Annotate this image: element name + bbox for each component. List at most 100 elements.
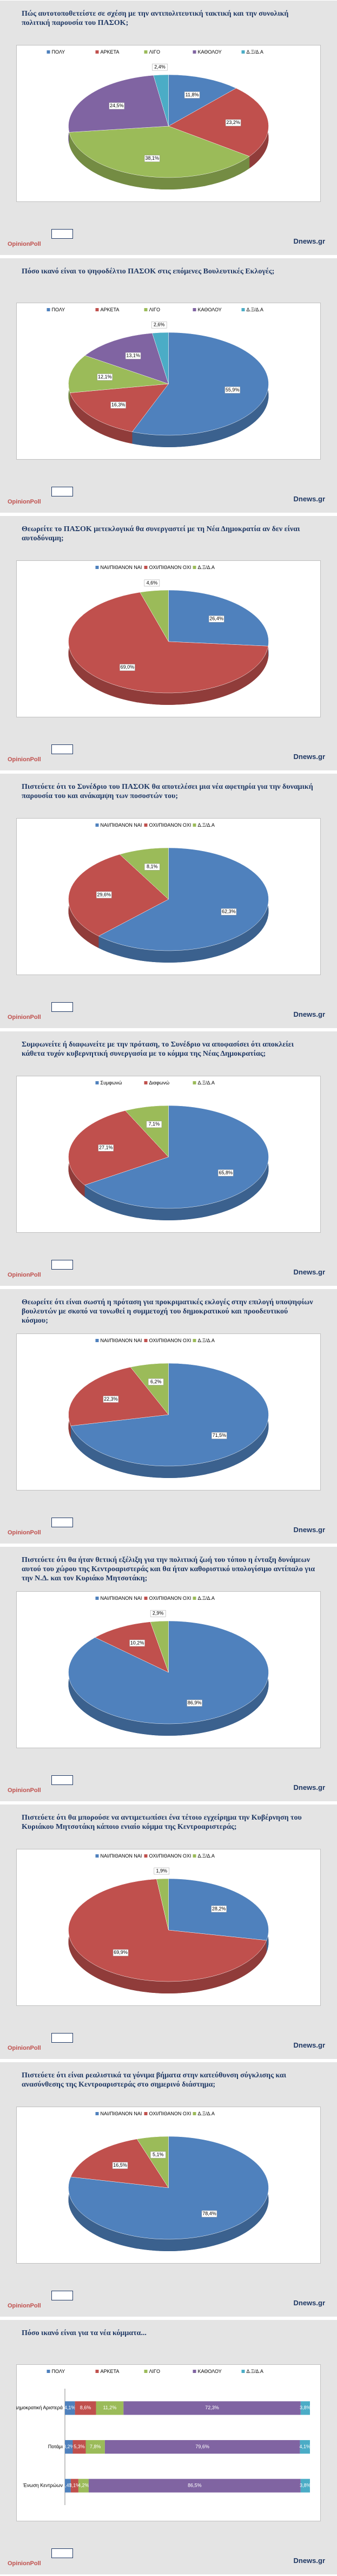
logo: OpinionPoll <box>8 2045 41 2051</box>
legend-swatch <box>241 2370 245 2373</box>
label-bg <box>112 2162 128 2169</box>
label-bg <box>187 1699 202 1707</box>
pie-slice <box>150 1620 169 1673</box>
legend-label: Δ.Ξ/Δ.Α <box>247 307 263 312</box>
site: Dnews.gr <box>293 1010 325 1018</box>
pie-slice <box>130 1363 169 1415</box>
legend-swatch <box>193 2370 196 2373</box>
chart-box: ΝΑΙ/ΠΙΘΑΝΟΝ ΝΑΙ ΟΧΙ/ΠΙΘΑΝΟΝ ΟΧΙ Δ.Ξ/Δ.Α 71,… <box>16 1333 321 1493</box>
question: Θεωρείτε το ΠΑΣΟΚ μετεκλογικά θα συνεργα… <box>22 525 300 542</box>
value-label: 27,1% <box>99 1145 113 1150</box>
legend-swatch <box>144 2112 148 2115</box>
legend-label: ΠΟΛΥ <box>52 49 65 55</box>
legend-swatch <box>144 2370 148 2373</box>
value-label: 24,5% <box>110 103 124 108</box>
value-label: 2,9% <box>153 1611 164 1616</box>
logo-mark <box>51 2548 73 2558</box>
legend-swatch <box>95 1339 99 1342</box>
legend-swatch <box>47 308 50 311</box>
pie-slice <box>132 332 269 436</box>
question: Πιστεύετε ότι θα μπορούσε να αντιμετωπίσ… <box>22 1814 302 1831</box>
legend-swatch <box>193 1854 196 1858</box>
legend-swatch <box>144 1597 148 1600</box>
site: Dnews.gr <box>293 2041 325 2049</box>
legend-swatch <box>193 1081 196 1084</box>
value-label: 1,9% <box>156 1868 168 1873</box>
pie-slice <box>125 1105 169 1158</box>
label-bg <box>225 119 241 127</box>
legend-label: ΟΧΙ/ΠΙΘΑΝΟΝ ΟΧΙ <box>149 2111 191 2116</box>
value-label: 79,6% <box>195 2444 209 2449</box>
label-bg <box>152 63 168 71</box>
chart-box: Συμφωνώ Διαφωνώ Δ.Ξ/Δ.Α 65,8% 27,1% 7,1% <box>16 1076 321 1235</box>
logo: OpinionPoll <box>8 2303 41 2309</box>
legend-swatch <box>193 1339 196 1342</box>
legend-swatch <box>193 1597 196 1600</box>
bar-segment <box>123 2401 301 2415</box>
pie-slice <box>140 590 169 642</box>
value-label: 4,2% <box>78 2483 89 2488</box>
chart-box: ΝΑΙ/ΠΙΘΑΝΟΝ ΝΑΙ ΟΧΙ/ΠΙΘΑΝΟΝ ΟΧΙ Δ.Ξ/Δ.Α 62,… <box>16 818 321 978</box>
value-label: 8,1% <box>147 864 158 869</box>
y-tick-label: Δημοκρατική Αριστερά <box>16 2405 63 2410</box>
label-bg <box>113 1949 129 1957</box>
bar-segment <box>65 2401 75 2415</box>
slide: Πώς αυτοτοποθετείστε σε σχέση με την αντ… <box>0 1 337 255</box>
legend-label: ΝΑΙ/ΠΙΘΑΝΟΝ ΝΑΙ <box>101 1853 142 1859</box>
legend-swatch <box>193 823 196 827</box>
question: Πώς αυτοτοποθετείστε σε σχέση με την αντ… <box>22 10 289 27</box>
value-label: 22,3% <box>104 1396 118 1402</box>
logo-mark <box>51 2291 73 2300</box>
legend-swatch <box>241 50 245 54</box>
value-label: 69,0% <box>121 664 135 670</box>
legend-swatch <box>241 308 245 311</box>
legend-swatch <box>193 566 196 569</box>
label-bg <box>103 1396 119 1403</box>
legend-swatch <box>95 1081 99 1084</box>
legend-swatch <box>95 308 99 311</box>
value-label: 55,9% <box>226 387 240 393</box>
legend-label: Δ.Ξ/Δ.Α <box>198 2111 215 2116</box>
legend-label: Δ.Ξ/Δ.Α <box>247 49 263 55</box>
legend-label: ΠΟΛΥ <box>52 307 65 312</box>
legend-label: Δ.Ξ/Δ.Α <box>198 1338 215 1343</box>
pie-edge <box>69 132 250 189</box>
slide: Πιστεύετε ότι θα ήταν θετική εξέλιξη για… <box>0 1547 337 1801</box>
question: Πόσο ικανό είναι το ψηφοδέλτιο ΠΑΣΟΚ στι… <box>22 267 275 276</box>
value-label: 2,4% <box>62 2483 74 2488</box>
chart: ΝΑΙ/ΠΙΘΑΝΟΝ ΝΑΙ ΟΧΙ/ΠΙΘΑΝΟΝ ΟΧΙ Δ.Ξ/Δ.Α 78,… <box>16 2107 321 2264</box>
question: Πόσο ικανό είναι για τα νέα κόμματα... <box>22 2329 147 2337</box>
pie-slice <box>70 1363 269 1467</box>
legend-label: ΝΑΙ/ΠΙΘΑΝΟΝ ΝΑΙ <box>101 822 142 828</box>
pie-slice <box>119 847 169 900</box>
legend-swatch <box>47 50 50 54</box>
question: Πιστεύετε ότι θα ήταν θετική εξέλιξη για… <box>22 1556 315 1583</box>
legend-label: ΝΑΙ/ΠΙΘΑΝΟΝ ΝΑΙ <box>101 2111 142 2116</box>
legend-label: ΟΧΙ/ΠΙΘΑΝΟΝ ΟΧΙ <box>149 565 191 570</box>
logo: OpinionPoll <box>8 2560 41 2567</box>
legend-swatch <box>193 50 196 54</box>
legend-label: ΟΧΙ/ΠΙΘΑΝΟΝ ΟΧΙ <box>149 1853 191 1859</box>
pie-slice <box>153 74 169 127</box>
label-bg <box>150 1610 166 1617</box>
logo: OpinionPoll <box>8 499 41 505</box>
value-label: 26,4% <box>209 616 223 622</box>
label-bg <box>212 1432 227 1439</box>
legend-label: ΟΧΙ/ΠΙΘΑΝΟΝ ΟΧΙ <box>149 1338 191 1343</box>
value-label: 4,6% <box>147 580 158 585</box>
bar-segment <box>65 2440 73 2454</box>
label-bg <box>217 1169 234 1176</box>
legend-swatch <box>47 2370 50 2373</box>
pie-edge <box>70 393 133 444</box>
value-label: 7,8% <box>90 2444 101 2449</box>
label-bg <box>109 102 125 109</box>
value-label: 69,9% <box>114 1950 128 1955</box>
label-bg <box>98 1145 114 1152</box>
slide: Θεωρείτε ότι είναι σωστή η πρόταση για π… <box>0 1289 337 1544</box>
logo-mark <box>51 1260 73 1270</box>
legend-swatch <box>193 308 196 311</box>
legend-swatch <box>144 50 148 54</box>
legend-label: ΛΙΓΟ <box>149 307 160 312</box>
site: Dnews.gr <box>293 1268 325 1276</box>
value-label: 11,8% <box>186 92 199 97</box>
